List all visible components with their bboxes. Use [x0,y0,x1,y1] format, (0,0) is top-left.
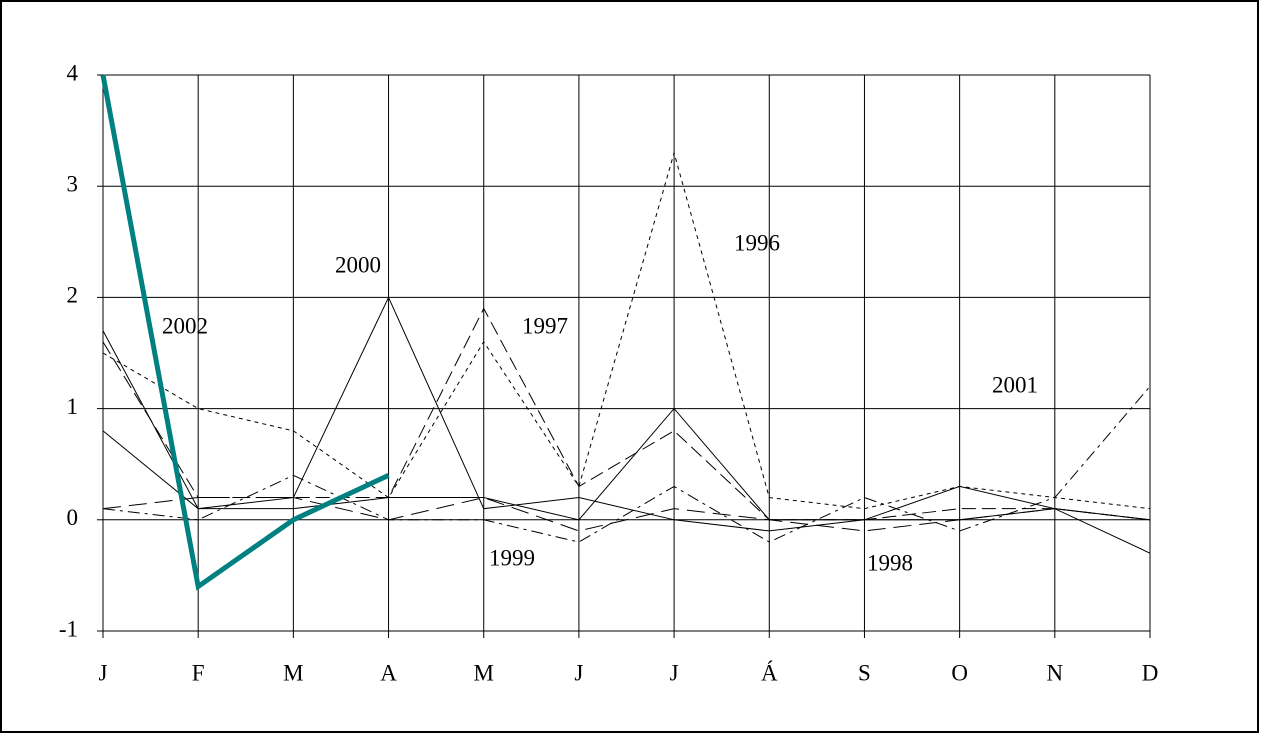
series-label: 1998 [867,550,913,575]
series-label: 1997 [522,313,568,338]
series-line [102,330,1151,521]
series-line [102,307,1151,521]
x-tick-label: A [380,660,397,685]
x-tick-label: J [99,660,108,685]
y-tick-label: 4 [67,60,79,85]
x-tick-label: N [1047,660,1064,685]
y-tick-label: 2 [67,283,79,308]
x-tick-label: J [670,660,679,685]
x-tick-label: M [283,660,303,685]
x-tick-label: Á [761,660,778,685]
series-line [102,296,1151,554]
series-label: 2002 [162,313,208,338]
x-tick-label: O [951,660,968,685]
y-tick-label: 3 [67,171,79,196]
y-tick-label: 1 [67,394,79,419]
series-label: 2000 [335,252,381,277]
series-label: 1999 [489,545,535,570]
x-tick-label: F [192,660,205,685]
x-tick-label: D [1142,660,1159,685]
x-tick-label: S [858,660,871,685]
series-label: 2001 [992,372,1038,397]
x-tick-label: M [474,660,494,685]
series-line [102,150,1151,510]
y-tick-label: -1 [59,616,78,641]
series-line [100,74,390,591]
x-tick-label: J [574,660,583,685]
y-tick-label: 0 [67,505,79,530]
series-label: 1996 [734,230,780,255]
series-line [102,386,1151,543]
